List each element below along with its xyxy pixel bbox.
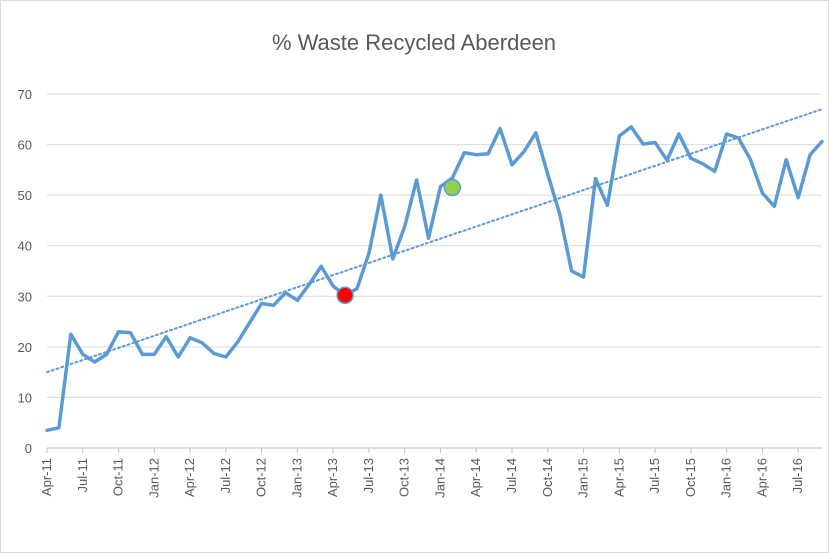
x-tick-label: Jan-16	[719, 458, 734, 498]
series-line	[45, 125, 824, 433]
series-group	[45, 125, 824, 433]
x-tick-label: Apr-12	[182, 458, 197, 497]
x-tick-label: Jul-11	[75, 458, 90, 492]
y-tick-label: 20	[18, 340, 32, 355]
y-axis: 0 10 20 30 40 50 60 70	[18, 87, 32, 456]
x-tick-label: Jan-13	[289, 458, 304, 498]
y-tick-label: 70	[18, 87, 32, 102]
x-tick-label: Jul-14	[504, 458, 519, 493]
y-tick-label: 60	[18, 138, 32, 153]
y-tick-label: 50	[18, 188, 32, 203]
y-tick-label: 10	[18, 390, 32, 405]
x-tick-label: Jan-12	[146, 458, 161, 498]
trendline-line	[46, 108, 823, 374]
y-tick-label: 0	[25, 441, 32, 456]
x-tick-label: Apr-11	[39, 458, 54, 496]
x-tick-label: Jan-15	[576, 458, 591, 498]
x-tick-label: Oct-13	[397, 458, 412, 497]
x-tick-label: Jul-13	[361, 458, 376, 493]
highlight-markers	[336, 178, 462, 305]
x-tick-label: Apr-13	[325, 458, 340, 497]
y-tick-label: 40	[18, 239, 32, 254]
chart-title: % Waste Recycled Aberdeen	[272, 30, 556, 55]
x-tick-label: Apr-15	[611, 458, 626, 497]
x-tick-label: Oct-11	[111, 458, 126, 496]
x-tick-label: Apr-16	[754, 458, 769, 497]
x-tick-label: Oct-15	[683, 458, 698, 497]
x-axis: Apr-11 Jul-11 Oct-11 Jan-12 Apr-12 Jul-12 Oct-…	[39, 447, 822, 498]
trendline	[46, 108, 823, 374]
x-tick-label: Jul-16	[790, 458, 805, 493]
x-tick-label: Jul-15	[647, 458, 662, 493]
gridlines	[47, 93, 822, 449]
x-tick-label: Oct-12	[254, 458, 269, 497]
highlight-point	[336, 286, 354, 305]
x-tick-label: Jan-14	[432, 458, 447, 498]
x-tick-label: Apr-14	[468, 458, 483, 497]
highlight-point	[443, 178, 462, 197]
y-tick-label: 30	[18, 289, 32, 304]
x-tick-label: Jul-12	[218, 458, 233, 493]
x-tick-label: Oct-14	[540, 458, 555, 497]
